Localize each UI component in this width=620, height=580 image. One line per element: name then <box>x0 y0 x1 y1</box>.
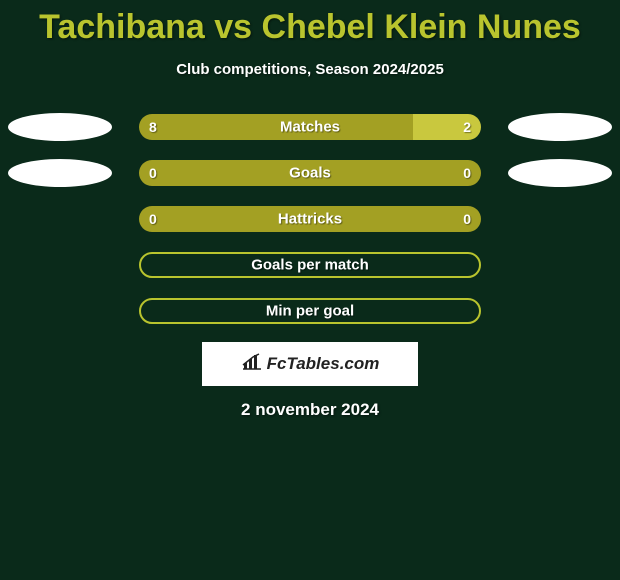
stat-value-left: 0 <box>149 165 157 181</box>
stat-row: Goals per match <box>0 242 620 288</box>
stat-value-right: 0 <box>463 211 471 227</box>
stat-bar: Goals per match <box>139 252 481 278</box>
date-text: 2 november 2024 <box>0 400 620 420</box>
stat-bar: Goals 0 0 <box>139 160 481 186</box>
player-marker-left <box>8 113 112 141</box>
source-badge: FcTables.com <box>202 342 418 386</box>
stat-bar: Hattricks 0 0 <box>139 206 481 232</box>
stat-label: Min per goal <box>266 303 354 320</box>
player-marker-right <box>508 113 612 141</box>
stat-row: Matches 8 2 <box>0 104 620 150</box>
stat-bar: Min per goal <box>139 298 481 324</box>
stat-label: Goals <box>289 165 331 182</box>
stat-value-left: 0 <box>149 211 157 227</box>
stat-row: Min per goal <box>0 288 620 334</box>
stat-label: Matches <box>280 119 340 136</box>
stat-value-right: 2 <box>463 119 471 135</box>
player-marker-right <box>508 159 612 187</box>
stat-label: Goals per match <box>251 257 369 274</box>
stat-value-right: 0 <box>463 165 471 181</box>
stats-area: Matches 8 2 Goals 0 0 Hattricks 0 0 Goals per mat… <box>0 104 620 334</box>
stat-label: Hattricks <box>278 211 342 228</box>
stat-row: Goals 0 0 <box>0 150 620 196</box>
page-title: Tachibana vs Chebel Klein Nunes <box>0 0 620 47</box>
player-marker-left <box>8 159 112 187</box>
stat-value-left: 8 <box>149 119 157 135</box>
page-subtitle: Club competitions, Season 2024/2025 <box>0 61 620 78</box>
stat-bar: Matches 8 2 <box>139 114 481 140</box>
chart-icon <box>241 353 263 376</box>
stat-bar-left <box>139 114 413 140</box>
stat-row: Hattricks 0 0 <box>0 196 620 242</box>
source-badge-text: FcTables.com <box>267 354 380 374</box>
